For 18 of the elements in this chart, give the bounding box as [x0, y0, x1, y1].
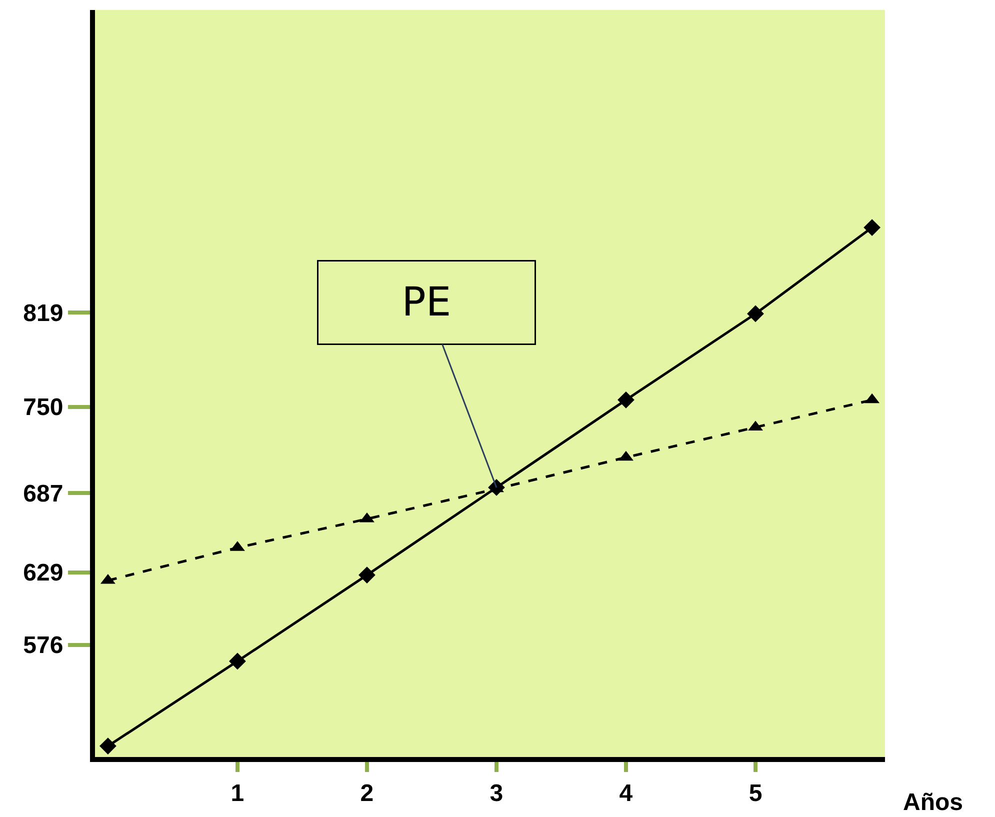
y-tick-label: 819 — [23, 300, 64, 327]
x-tick-label: 2 — [360, 780, 374, 807]
point — [618, 391, 634, 408]
y-tick-label: 687 — [23, 480, 64, 508]
y-tick-label: 576 — [23, 632, 64, 660]
y-tick-label: 750 — [23, 394, 64, 422]
annotation: PE — [402, 280, 452, 326]
y-tick-label: 629 — [23, 560, 64, 587]
x-tick-label: 5 — [748, 780, 762, 807]
x-tick-label: 4 — [619, 780, 634, 807]
point — [100, 738, 116, 754]
point — [864, 219, 880, 236]
point — [747, 305, 764, 322]
x-tick-label: 1 — [230, 780, 244, 807]
x-tick-label: 3 — [490, 780, 504, 807]
point — [229, 652, 246, 670]
point — [358, 566, 376, 584]
x-axis-title: Años — [903, 789, 963, 816]
